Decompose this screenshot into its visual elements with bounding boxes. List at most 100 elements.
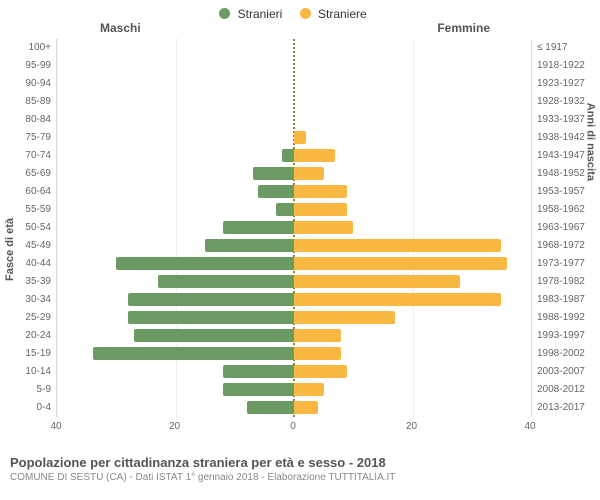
- bar-male: [223, 383, 294, 396]
- cohort-label: 1998-2002: [537, 345, 597, 363]
- bar-female: [294, 347, 341, 360]
- bar-female: [294, 383, 324, 396]
- age-label: 65-69: [5, 165, 51, 183]
- age-row: 100+≤ 1917: [57, 39, 531, 57]
- x-axis: 402002040: [56, 421, 530, 437]
- x-tick: 20: [406, 421, 417, 432]
- age-label: 30-34: [5, 291, 51, 309]
- cohort-label: 1988-1992: [537, 309, 597, 327]
- header-males: Maschi: [100, 21, 141, 35]
- cohort-label: 1953-1957: [537, 183, 597, 201]
- legend-swatch-f: [300, 8, 311, 19]
- age-label: 85-89: [5, 93, 51, 111]
- age-label: 40-44: [5, 255, 51, 273]
- cohort-label: 1968-1972: [537, 237, 597, 255]
- age-label: 10-14: [5, 363, 51, 381]
- age-row: 35-391978-1982: [57, 273, 531, 291]
- age-label: 15-19: [5, 345, 51, 363]
- age-row: 75-791938-1942: [57, 129, 531, 147]
- cohort-label: 1948-1952: [537, 165, 597, 183]
- age-label: 95-99: [5, 57, 51, 75]
- bar-male: [128, 311, 294, 324]
- age-row: 90-941923-1927: [57, 75, 531, 93]
- bar-male: [276, 203, 294, 216]
- age-row: 10-142003-2007: [57, 363, 531, 381]
- chart: Maschi Femmine Fasce di età Anni di nasc…: [0, 21, 600, 451]
- cohort-label: 1983-1987: [537, 291, 597, 309]
- legend: Stranieri Straniere: [0, 0, 600, 21]
- bar-female: [294, 275, 460, 288]
- cohort-label: 1973-1977: [537, 255, 597, 273]
- bar-male: [205, 239, 294, 252]
- bar-male: [282, 149, 294, 162]
- bar-female: [294, 149, 335, 162]
- cohort-label: 1943-1947: [537, 147, 597, 165]
- bar-female: [294, 329, 341, 342]
- age-row: 20-241993-1997: [57, 327, 531, 345]
- footer: Popolazione per cittadinanza straniera p…: [0, 451, 600, 483]
- bar-male: [128, 293, 294, 306]
- cohort-label: 1923-1927: [537, 75, 597, 93]
- bar-female: [294, 239, 501, 252]
- age-label: 50-54: [5, 219, 51, 237]
- age-label: 20-24: [5, 327, 51, 345]
- bar-male: [158, 275, 294, 288]
- bar-female: [294, 401, 318, 414]
- bar-male: [93, 347, 294, 360]
- age-row: 40-441973-1977: [57, 255, 531, 273]
- header-females: Femmine: [437, 21, 490, 35]
- bar-male: [223, 221, 294, 234]
- plot-area: 100+≤ 191795-991918-192290-941923-192785…: [56, 39, 532, 417]
- bar-male: [116, 257, 294, 270]
- cohort-label: 2008-2012: [537, 381, 597, 399]
- age-label: 75-79: [5, 129, 51, 147]
- age-row: 25-291988-1992: [57, 309, 531, 327]
- bar-female: [294, 203, 347, 216]
- cohort-label: 1958-1962: [537, 201, 597, 219]
- legend-label-f: Straniere: [318, 7, 367, 21]
- bar-male: [223, 365, 294, 378]
- x-tick: 40: [524, 421, 535, 432]
- x-tick: 0: [290, 421, 296, 432]
- cohort-label: 2013-2017: [537, 399, 597, 417]
- column-headers: Maschi Femmine: [0, 21, 600, 37]
- age-label: 70-74: [5, 147, 51, 165]
- bar-female: [294, 365, 347, 378]
- gridline: [531, 39, 532, 417]
- bar-female: [294, 131, 306, 144]
- age-label: 35-39: [5, 273, 51, 291]
- bar-female: [294, 167, 324, 180]
- age-row: 70-741943-1947: [57, 147, 531, 165]
- bar-female: [294, 293, 501, 306]
- bar-female: [294, 257, 507, 270]
- age-row: 30-341983-1987: [57, 291, 531, 309]
- bar-male: [253, 167, 294, 180]
- age-row: 85-891928-1932: [57, 93, 531, 111]
- age-row: 80-841933-1937: [57, 111, 531, 129]
- cohort-label: 1993-1997: [537, 327, 597, 345]
- cohort-label: 1963-1967: [537, 219, 597, 237]
- legend-swatch-m: [219, 8, 230, 19]
- age-row: 50-541963-1967: [57, 219, 531, 237]
- bar-male: [134, 329, 294, 342]
- age-row: 0-42013-2017: [57, 399, 531, 417]
- legend-label-m: Stranieri: [238, 7, 283, 21]
- age-row: 55-591958-1962: [57, 201, 531, 219]
- chart-subtitle: COMUNE DI SESTU (CA) - Dati ISTAT 1° gen…: [10, 472, 590, 483]
- age-row: 60-641953-1957: [57, 183, 531, 201]
- cohort-label: 1933-1937: [537, 111, 597, 129]
- age-row: 5-92008-2012: [57, 381, 531, 399]
- bar-male: [247, 401, 294, 414]
- cohort-label: ≤ 1917: [537, 39, 597, 57]
- age-label: 55-59: [5, 201, 51, 219]
- bar-female: [294, 185, 347, 198]
- cohort-label: 1918-1922: [537, 57, 597, 75]
- age-label: 80-84: [5, 111, 51, 129]
- chart-title: Popolazione per cittadinanza straniera p…: [10, 455, 590, 470]
- cohort-label: 1938-1942: [537, 129, 597, 147]
- age-label: 90-94: [5, 75, 51, 93]
- age-label: 45-49: [5, 237, 51, 255]
- age-row: 45-491968-1972: [57, 237, 531, 255]
- age-row: 15-191998-2002: [57, 345, 531, 363]
- bar-female: [294, 311, 395, 324]
